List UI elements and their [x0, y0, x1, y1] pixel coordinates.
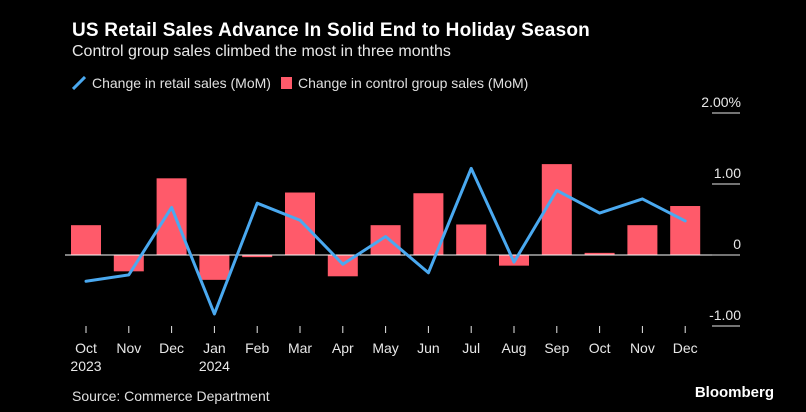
- bar-mark: [285, 192, 315, 255]
- y-tick-label: 1.00: [714, 165, 741, 181]
- chart-subtitle: Control group sales climbed the most in …: [72, 43, 451, 60]
- y-tick-label: 2.00%: [701, 94, 741, 110]
- x-tick-label: Nov: [116, 340, 141, 356]
- x-tick-label: Jul: [462, 340, 480, 356]
- x-tick-label: Mar: [288, 340, 312, 356]
- bar-mark: [242, 255, 273, 258]
- bar-mark: [199, 255, 230, 280]
- x-tick-label: Jun: [417, 340, 440, 356]
- x-tick-label: Jan: [203, 340, 226, 356]
- bar-swatch-icon: [280, 77, 292, 89]
- legend-line-label: Change in retail sales (MoM): [92, 75, 271, 91]
- bar-mark: [584, 252, 615, 255]
- x-year-label: 2024: [199, 358, 230, 374]
- x-tick-label: Oct: [75, 340, 97, 356]
- x-tick-label: Dec: [673, 340, 698, 356]
- x-tick-label: Aug: [502, 340, 527, 356]
- legend-item-bar: Change in control group sales (MoM): [280, 75, 529, 91]
- bar-mark: [113, 255, 144, 272]
- chart-title: US Retail Sales Advance In Solid End to …: [72, 20, 590, 41]
- y-tick-label: 0: [733, 236, 741, 252]
- legend: Change in retail sales (MoM) Change in c…: [72, 75, 538, 91]
- x-tick-label: Feb: [245, 340, 269, 356]
- x-tick-label: Sep: [544, 340, 569, 356]
- x-tick-label: Dec: [159, 340, 184, 356]
- legend-bar-label: Change in control group sales (MoM): [297, 75, 529, 91]
- x-tick-label: Oct: [589, 340, 611, 356]
- line-swatch-icon: [72, 76, 86, 90]
- y-tick-label: -1.00: [709, 307, 741, 323]
- brand-logo: Bloomberg: [694, 384, 774, 401]
- x-year-label: 2023: [70, 358, 101, 374]
- bar-mark: [370, 225, 401, 255]
- bar-mark: [156, 178, 187, 255]
- x-tick-label: May: [372, 340, 398, 356]
- bar-mark: [456, 224, 487, 255]
- x-tick-label: Apr: [332, 340, 354, 356]
- bar-mark: [627, 225, 658, 255]
- bar-mark: [670, 206, 701, 255]
- bar-mark: [71, 225, 101, 255]
- source-note: Source: Commerce Department: [72, 388, 270, 404]
- legend-item-line: Change in retail sales (MoM): [72, 75, 271, 91]
- x-tick-label: Nov: [630, 340, 655, 356]
